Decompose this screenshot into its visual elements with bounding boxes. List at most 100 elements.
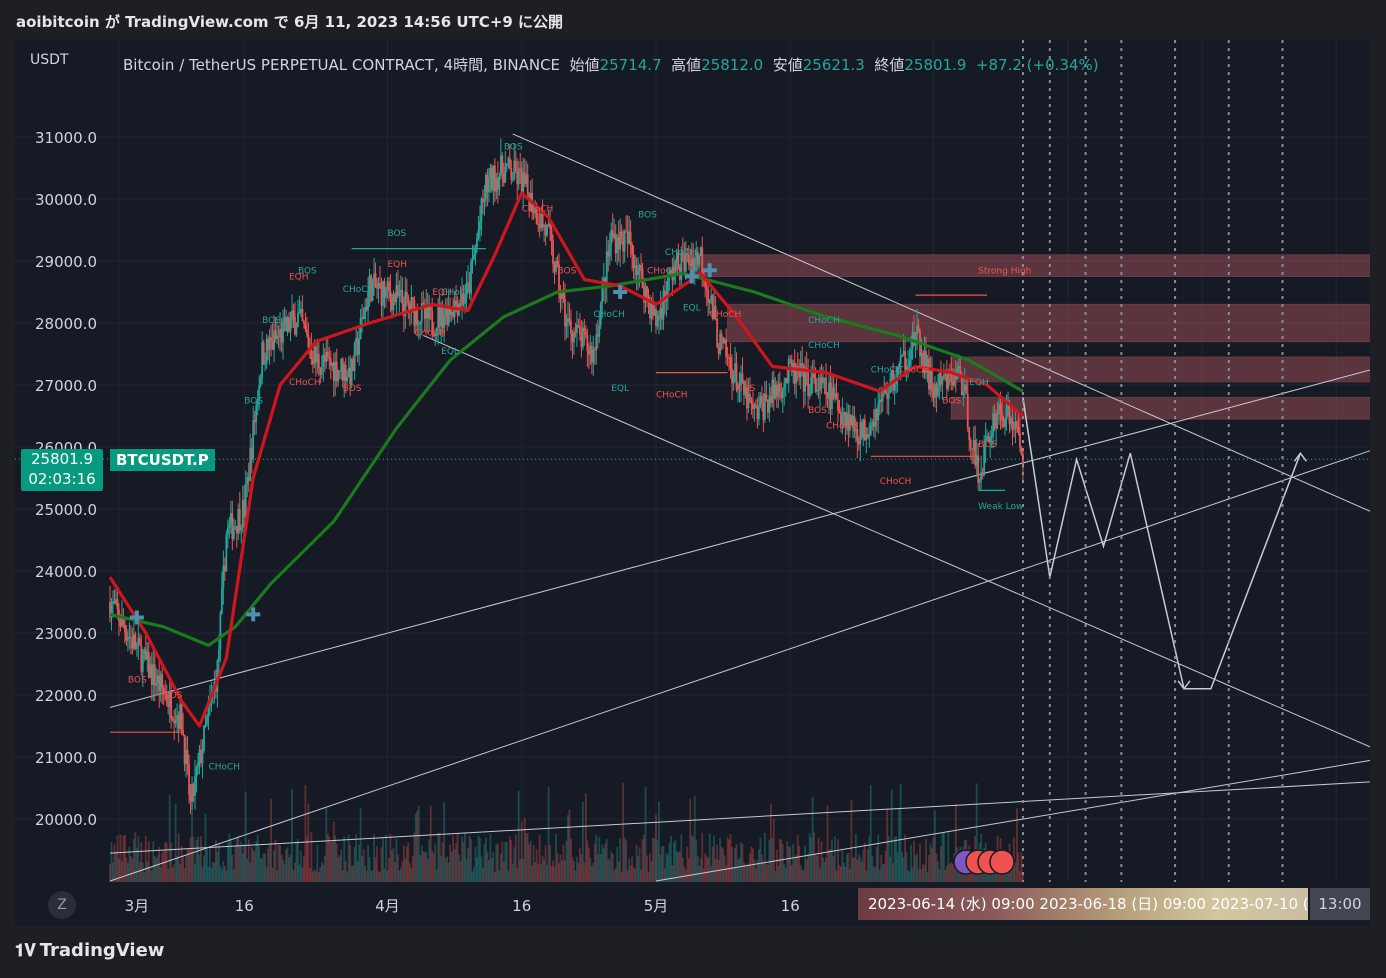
volume-bar [775,849,778,882]
candle-body [610,230,613,245]
candle-body [298,312,301,314]
y-tick-label: 22000.0 [35,687,97,705]
candle-body [462,293,465,304]
volume-bar [319,867,322,882]
volume-bar [607,858,610,882]
cross-marker [246,607,261,622]
volume-bar [786,841,789,882]
volume-bar [1022,871,1024,882]
volume-bar [441,842,444,882]
volume-bar [613,870,616,882]
candle-body [496,178,499,190]
volume-bar [668,843,671,882]
candle-body [523,172,526,184]
candle-body [425,304,428,319]
volume-bar [258,846,261,882]
candle-body [877,402,880,421]
candle-body [498,175,501,190]
symbol-title[interactable]: Bitcoin / TetherUS PERPETUAL CONTRACT, 4… [123,56,561,74]
candle-body [698,255,701,265]
volume-bar [857,853,860,882]
volume-bar [729,834,732,882]
candle-body [781,388,784,398]
volume-bar [471,871,474,882]
candle-body [661,307,663,320]
candle-body [564,298,566,327]
volume-bar [240,841,243,882]
candle-body [750,399,753,405]
candle-body [898,364,901,367]
candle-body [149,664,152,678]
volume-bar [835,870,838,882]
volume-bar [365,871,368,882]
volume-bar [598,837,601,882]
candle-body [868,435,871,438]
candle-body [129,636,132,639]
volume-bar [264,853,267,882]
volume-bar [207,866,210,882]
candle-body [832,387,835,398]
volume-bar [237,835,240,882]
volume-bar [922,863,924,882]
candle-body [220,588,223,614]
volume-bar [276,870,278,882]
candle-body [283,317,286,322]
volume-bar [723,855,726,882]
candle-body [495,178,498,192]
candle-body [680,252,683,280]
volume-bar [200,836,202,882]
volume-bar [225,870,228,882]
volume-bar [459,861,462,882]
volume-bar [135,848,138,882]
volume-bar [298,864,301,882]
candle-body [935,384,938,396]
volume-bar [942,832,945,882]
volume-bar [625,840,628,882]
support-line-1 [109,369,1370,708]
label-strong-high: Strong High [978,266,1031,276]
volume-bar [267,848,270,882]
candle-body [947,370,950,389]
volume-bar [863,843,866,882]
candle-body [477,230,480,238]
volume-bar [766,864,769,882]
candle-body [674,261,677,271]
candle-body [279,329,281,337]
volume-bar [244,791,247,882]
volume-bar [262,852,265,882]
chart-pane[interactable] [15,40,1370,926]
volume-bar [513,847,516,882]
high-label: 高値 [671,56,702,74]
candle-body [853,415,856,432]
volume-bar [910,844,912,882]
volume-bar [544,845,547,882]
volume-bar [780,839,783,882]
candle-body [121,615,123,627]
volume-bar [112,862,114,882]
volume-bar [274,839,277,882]
candle-body [807,369,810,396]
candle-body [285,317,287,331]
event-flag-icon [989,849,1015,875]
volume-bar [553,866,556,882]
label-choch-big: CHoCH [880,477,912,487]
volume-bar [834,836,836,882]
candle-body [176,715,179,720]
zoom-button[interactable]: Z [48,891,76,919]
volume-bar [758,849,760,882]
candle-body [580,334,583,348]
tradingview-logo[interactable]: 𝟏𝐕 TradingView [15,940,165,961]
volume-bar [804,845,807,882]
volume-bar [655,814,657,882]
volume-bar [798,845,801,882]
volume-bar [265,867,268,882]
volume-bar [993,871,996,882]
candle-body [789,359,792,361]
candle-body [987,436,990,443]
volume-bar [783,863,786,882]
x-tick-label: 5月 [644,897,669,915]
volume-bar [759,837,762,882]
candle-body [135,644,138,649]
volume-bar [422,851,425,882]
